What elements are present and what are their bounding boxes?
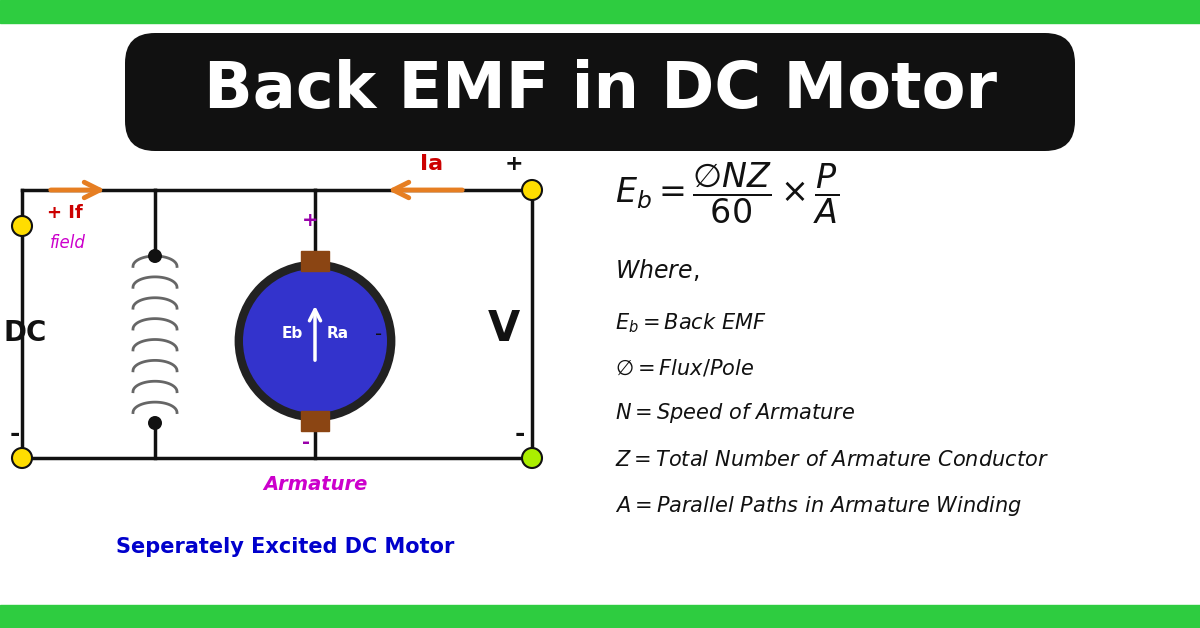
Text: -: -	[515, 422, 526, 446]
Text: field: field	[50, 234, 86, 252]
Circle shape	[148, 416, 162, 430]
Text: Seperately Excited DC Motor: Seperately Excited DC Motor	[116, 537, 454, 557]
Bar	[301, 411, 329, 431]
Text: Armature: Armature	[263, 475, 367, 494]
Text: +: +	[302, 211, 318, 230]
Text: $\mathit{E_b = Back\ EMF}$: $\mathit{E_b = Back\ EMF}$	[616, 311, 767, 335]
Text: Eb: Eb	[282, 325, 302, 340]
Bar	[0, 0, 1200, 23]
Circle shape	[12, 216, 32, 236]
Text: -: -	[374, 325, 382, 344]
Text: V: V	[488, 308, 521, 350]
Text: $\mathit{N = Speed\ of\ Armature}$: $\mathit{N = Speed\ of\ Armature}$	[616, 401, 856, 425]
Bar	[301, 251, 329, 271]
Text: Ra: Ra	[326, 325, 349, 340]
Circle shape	[236, 262, 394, 420]
Text: $\mathit{A = Parallel\ Paths\ in\ Armature\ Winding}$: $\mathit{A = Parallel\ Paths\ in\ Armatu…	[616, 494, 1022, 518]
Circle shape	[12, 448, 32, 468]
Text: +: +	[505, 154, 523, 174]
Text: $\mathit{Z = Total\ Number\ of\ Armature\ Conductor}$: $\mathit{Z = Total\ Number\ of\ Armature…	[616, 450, 1049, 470]
Text: -: -	[10, 422, 20, 446]
Text: Ia: Ia	[420, 154, 443, 174]
Text: $E_b = \dfrac{\varnothing NZ}{60} \times \dfrac{P}{A}$: $E_b = \dfrac{\varnothing NZ}{60} \times…	[616, 160, 840, 225]
Text: $\mathit{\varnothing = Flux/Pole}$: $\mathit{\varnothing = Flux/Pole}$	[616, 357, 755, 379]
Text: -: -	[302, 433, 310, 452]
Circle shape	[522, 448, 542, 468]
Text: DC: DC	[2, 319, 47, 347]
FancyBboxPatch shape	[125, 33, 1075, 151]
Circle shape	[148, 249, 162, 263]
Circle shape	[522, 180, 542, 200]
Text: Back EMF in DC Motor: Back EMF in DC Motor	[204, 59, 996, 121]
Text: $\mathit{Where,}$: $\mathit{Where,}$	[616, 257, 700, 283]
Text: + If: + If	[47, 204, 83, 222]
Circle shape	[242, 269, 386, 413]
Bar	[0, 605, 1200, 628]
